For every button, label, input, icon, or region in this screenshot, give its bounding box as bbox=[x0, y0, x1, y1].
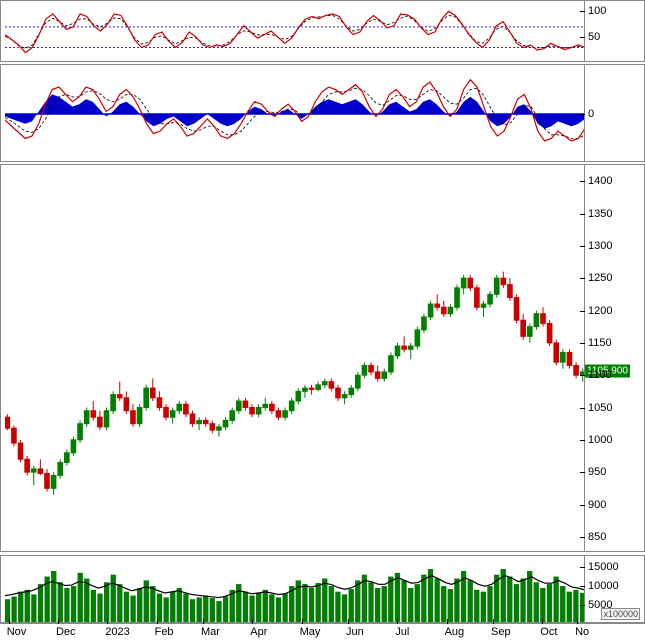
x-tick-label: Feb bbox=[155, 626, 174, 638]
y-tick-label: 1050 bbox=[588, 402, 612, 414]
x-tick-label: May bbox=[300, 626, 321, 638]
price-svg bbox=[5, 165, 585, 551]
y-tick-label: 1350 bbox=[588, 208, 612, 220]
volume-y-axis: x100000 50001000015000 bbox=[584, 556, 644, 622]
x-tick-label: Jun bbox=[346, 626, 364, 638]
rsi-svg bbox=[5, 1, 585, 61]
x-tick-label: No bbox=[575, 626, 589, 638]
x-tick-label: Nov bbox=[7, 626, 27, 638]
macd-plot bbox=[5, 65, 585, 161]
x-tick-label: Sep bbox=[491, 626, 511, 638]
x-tick-label: Jul bbox=[395, 626, 409, 638]
y-tick-label: 50 bbox=[588, 31, 600, 43]
rsi-plot bbox=[5, 1, 585, 61]
x-tick-label: 2023 bbox=[105, 626, 129, 638]
y-tick-label: 1250 bbox=[588, 272, 612, 284]
y-tick-label: 1300 bbox=[588, 240, 612, 252]
x-tick-label: Dec bbox=[56, 626, 76, 638]
x-tick-label: Mar bbox=[201, 626, 220, 638]
volume-panel: x100000 50001000015000 bbox=[0, 555, 645, 623]
price-plot bbox=[5, 165, 585, 551]
y-tick-label: 950 bbox=[588, 466, 606, 478]
y-tick-label: 1100 bbox=[588, 369, 612, 381]
volume-plot bbox=[5, 556, 585, 622]
y-tick-label: 850 bbox=[588, 531, 606, 543]
y-tick-label: 15000 bbox=[588, 561, 619, 573]
macd-svg bbox=[5, 65, 585, 161]
y-tick-label: 10000 bbox=[588, 580, 619, 592]
x-tick-label: Oct bbox=[540, 626, 557, 638]
rsi-panel: 50 100 bbox=[0, 0, 645, 62]
y-tick-label: 1150 bbox=[588, 337, 612, 349]
x-tick-label: Aug bbox=[445, 626, 465, 638]
volume-svg bbox=[5, 556, 585, 622]
rsi-y-axis: 50 100 bbox=[584, 1, 644, 61]
macd-y-axis: 0 bbox=[584, 65, 644, 161]
y-tick-label: 5000 bbox=[588, 599, 612, 611]
y-tick-label: 900 bbox=[588, 499, 606, 511]
price-y-axis: 1105.900 8509009501000105011001150120012… bbox=[584, 165, 644, 551]
y-tick-label: 100 bbox=[588, 5, 606, 17]
macd-panel: 0 bbox=[0, 64, 645, 162]
y-tick-label: 1200 bbox=[588, 305, 612, 317]
stock-chart-container: 50100 0 1105.900 85090095010001050110011… bbox=[0, 0, 645, 643]
price-panel: 1105.900 8509009501000105011001150120012… bbox=[0, 164, 645, 552]
x-tick-label: Apr bbox=[250, 626, 267, 638]
y-tick-label: 1400 bbox=[588, 175, 612, 187]
y-tick-label: 1000 bbox=[588, 434, 612, 446]
y-tick-label: 0 bbox=[588, 108, 594, 120]
time-x-axis: Nov Dec 2023 Feb Mar Apr May Jun Jul Aug Sep Oct No bbox=[0, 623, 645, 641]
